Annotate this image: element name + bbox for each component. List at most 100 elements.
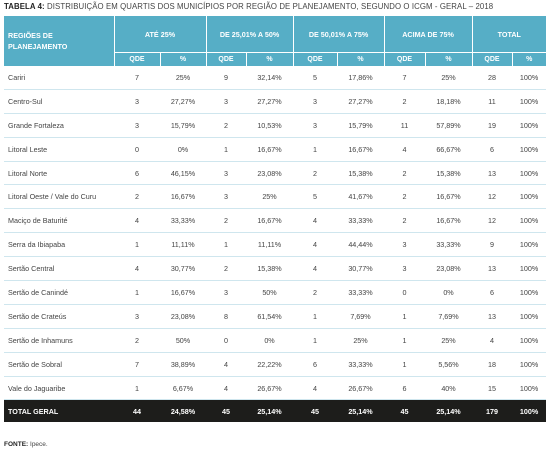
qde-cell: 0	[206, 328, 247, 353]
qde-cell: 1	[114, 280, 160, 305]
qde-cell: 13	[472, 256, 513, 282]
pct-cell: 7,69%	[425, 304, 473, 329]
pct-cell: 33,33%	[160, 208, 207, 234]
total-cell: 45	[384, 399, 426, 423]
qde-cell: 6	[472, 280, 513, 305]
pct-cell: 38,89%	[160, 352, 207, 377]
qde-cell: 7	[114, 352, 160, 377]
qde-cell: 4	[384, 137, 426, 162]
pct-cell: 25%	[246, 184, 294, 210]
total-cell: 45	[206, 399, 247, 423]
pct-cell: 15,38%	[246, 256, 294, 282]
qde-cell: 3	[114, 89, 160, 114]
qde-cell: 4	[293, 376, 338, 401]
total-cell: 25,14%	[425, 399, 473, 423]
column-header-pct: %	[336, 52, 385, 66]
qde-cell: 3	[114, 113, 160, 138]
qde-cell: 15	[472, 376, 513, 401]
pct-cell: 50%	[160, 328, 207, 353]
table-row: Sertão de Inhamuns 2 50% 0 0% 1 25% 1 25% 4 100%	[4, 328, 547, 353]
qde-cell: 4	[293, 256, 338, 282]
qde-cell: 1	[206, 232, 247, 258]
source-label: FONTE:	[4, 441, 29, 448]
column-header-group: DE 25,01% A 50%	[205, 16, 294, 53]
total-label: TOTAL GERAL	[4, 399, 114, 423]
pct-cell: 15,38%	[425, 161, 473, 186]
pct-cell: 100%	[512, 184, 547, 210]
pct-cell: 46,15%	[160, 161, 207, 186]
qde-cell: 1	[384, 352, 426, 377]
caption-label: TABELA 4:	[4, 2, 45, 11]
qde-cell: 3	[206, 280, 247, 305]
qde-cell: 4	[472, 328, 513, 353]
qde-cell: 1	[293, 328, 338, 353]
qde-cell: 2	[206, 113, 247, 138]
pct-cell: 16,67%	[246, 208, 294, 234]
table-row: Litoral Oeste / Vale do Curu 2 16,67% 3 25% 5…	[4, 184, 547, 210]
pct-cell: 100%	[512, 113, 547, 138]
column-header-qde: QDE	[292, 52, 338, 66]
column-header-group: ACIMA DE 75%	[383, 16, 473, 53]
pct-cell: 16,67%	[425, 184, 473, 210]
table-row: Sertão de Sobral 7 38,89% 4 22,22% 6 33,33% 1 5,…	[4, 352, 547, 377]
pct-cell: 27,27%	[246, 89, 294, 114]
pct-cell: 61,54%	[246, 304, 294, 329]
pct-cell: 16,67%	[425, 208, 473, 234]
pct-cell: 30,77%	[337, 256, 385, 282]
pct-cell: 40%	[425, 376, 473, 401]
pct-cell: 100%	[512, 161, 547, 186]
region-name-cell: Sertão de Canindé	[4, 280, 114, 305]
qde-cell: 2	[293, 161, 338, 186]
qde-cell: 1	[293, 304, 338, 329]
qde-cell: 3	[293, 113, 338, 138]
pct-cell: 23,08%	[160, 304, 207, 329]
column-header-pct: %	[245, 52, 294, 66]
qde-cell: 9	[206, 66, 247, 90]
pct-cell: 26,67%	[337, 376, 385, 401]
qde-cell: 7	[384, 66, 426, 90]
qde-cell: 11	[472, 89, 513, 114]
qde-cell: 4	[206, 376, 247, 401]
qde-cell: 3	[384, 232, 426, 258]
table-row: Sertão Central 4 30,77% 2 15,38% 4 30,77% 3 23,0…	[4, 256, 547, 282]
table-row: Litoral Leste 0 0% 1 16,67% 1 16,67% 4 66,67% 6 10…	[4, 137, 547, 162]
qde-cell: 4	[114, 208, 160, 234]
region-name-cell: Cariri	[4, 66, 114, 90]
pct-cell: 23,08%	[425, 256, 473, 282]
pct-cell: 100%	[512, 66, 547, 90]
pct-cell: 17,86%	[337, 66, 385, 90]
region-name-cell: Litoral Oeste / Vale do Curu	[4, 184, 114, 210]
pct-cell: 32,14%	[246, 66, 294, 90]
header-row-groups: REGIÕES DE PLANEJAMENTO ATÉ 25% DE 25,01…	[4, 16, 547, 66]
qde-cell: 3	[293, 89, 338, 114]
pct-cell: 100%	[512, 280, 547, 305]
region-name-cell: Vale do Jaguaribe	[4, 376, 114, 401]
qde-cell: 2	[206, 256, 247, 282]
pct-cell: 66,67%	[425, 137, 473, 162]
table-caption: TABELA 4: DISTRIBUIÇÃO EM QUARTIS DOS MU…	[4, 2, 493, 11]
pct-cell: 50%	[246, 280, 294, 305]
qde-cell: 0	[114, 137, 160, 162]
pct-cell: 27,27%	[160, 89, 207, 114]
total-cell: 100%	[512, 399, 547, 423]
table-row: Serra da Ibiapaba 1 11,11% 1 11,11% 4 44,44% 3 3…	[4, 232, 547, 258]
qde-cell: 2	[384, 89, 426, 114]
region-name-cell: Sertão de Inhamuns	[4, 328, 114, 353]
caption-text: DISTRIBUIÇÃO EM QUARTIS DOS MUNICÍPIOS P…	[47, 2, 494, 11]
qde-cell: 1	[206, 137, 247, 162]
pct-cell: 27,27%	[337, 89, 385, 114]
region-name-cell: Serra da Ibiapaba	[4, 232, 114, 258]
pct-cell: 25%	[160, 66, 207, 90]
region-name-cell: Sertão de Sobral	[4, 352, 114, 377]
pct-cell: 16,67%	[337, 137, 385, 162]
pct-cell: 15,79%	[337, 113, 385, 138]
source-text: Ipece.	[30, 441, 48, 448]
pct-cell: 5,56%	[425, 352, 473, 377]
pct-cell: 11,11%	[160, 232, 207, 258]
qde-cell: 3	[114, 304, 160, 329]
source-note: FONTE: Ipece.	[4, 441, 48, 448]
total-cell: 24,58%	[160, 399, 207, 423]
pct-cell: 15,38%	[337, 161, 385, 186]
qde-cell: 6	[384, 376, 426, 401]
pct-cell: 0%	[160, 137, 207, 162]
